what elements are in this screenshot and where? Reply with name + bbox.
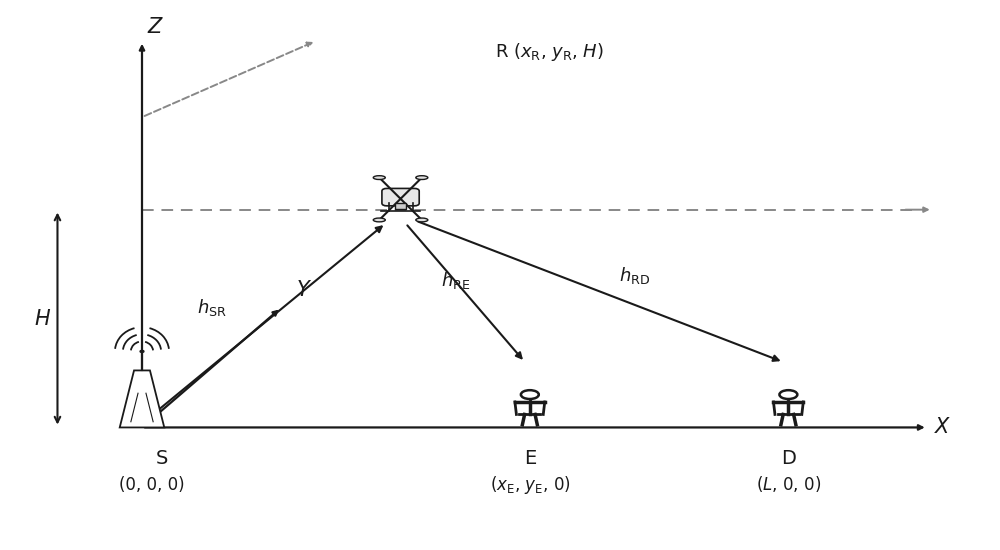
Ellipse shape [373, 218, 385, 222]
Text: $h_{\mathrm{RE}}$: $h_{\mathrm{RE}}$ [441, 270, 470, 291]
Text: E: E [524, 449, 536, 468]
Ellipse shape [416, 218, 428, 222]
Circle shape [140, 350, 144, 353]
Ellipse shape [373, 175, 385, 179]
Text: D: D [781, 449, 796, 468]
Text: ($x_{\mathrm{E}}$, $y_{\mathrm{E}}$, 0): ($x_{\mathrm{E}}$, $y_{\mathrm{E}}$, 0) [490, 474, 570, 496]
Text: $h_{\mathrm{SR}}$: $h_{\mathrm{SR}}$ [197, 297, 227, 318]
Ellipse shape [779, 390, 797, 399]
Text: $H$: $H$ [34, 309, 51, 328]
Polygon shape [120, 371, 164, 427]
Text: $Z$: $Z$ [147, 17, 164, 37]
Text: $X$: $X$ [934, 417, 951, 437]
FancyBboxPatch shape [382, 189, 419, 206]
Ellipse shape [521, 390, 539, 399]
Text: ($L$, 0, 0): ($L$, 0, 0) [756, 474, 821, 494]
Text: (0, 0, 0): (0, 0, 0) [119, 476, 185, 494]
Text: $h_{\mathrm{RD}}$: $h_{\mathrm{RD}}$ [619, 265, 650, 285]
Text: R ($x_{\mathrm{R}}$, $y_{\mathrm{R}}$, $H$): R ($x_{\mathrm{R}}$, $y_{\mathrm{R}}$, $… [495, 41, 604, 63]
Ellipse shape [416, 175, 428, 179]
Bar [395, 203, 406, 208]
Text: S: S [156, 449, 168, 468]
Text: $Y$: $Y$ [296, 279, 312, 300]
